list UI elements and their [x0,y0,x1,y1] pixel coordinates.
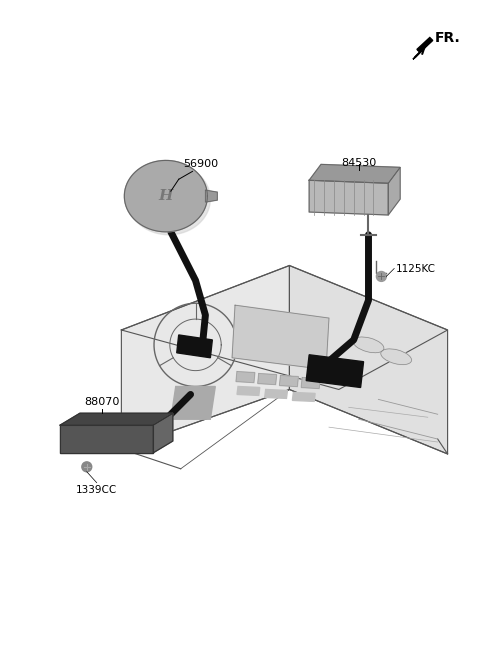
Polygon shape [306,355,363,388]
Circle shape [376,272,386,281]
Polygon shape [60,413,173,425]
Text: 88070: 88070 [84,398,120,407]
Text: 1125KC: 1125KC [396,264,436,274]
Polygon shape [232,305,329,369]
Circle shape [82,462,92,472]
Polygon shape [153,413,173,453]
Polygon shape [309,165,400,183]
Polygon shape [289,266,447,454]
Polygon shape [177,335,212,358]
Text: 84530: 84530 [341,158,376,169]
Polygon shape [121,266,447,390]
Ellipse shape [381,349,411,365]
Polygon shape [121,266,289,449]
Polygon shape [258,374,276,384]
Text: 56900: 56900 [183,159,218,169]
Polygon shape [205,190,217,202]
Polygon shape [236,372,255,382]
Text: H: H [159,189,173,203]
Text: 1339CC: 1339CC [76,485,117,495]
Polygon shape [301,378,320,388]
Polygon shape [292,392,315,401]
Polygon shape [171,386,216,419]
Polygon shape [237,386,260,396]
Ellipse shape [353,337,384,353]
Text: FR.: FR. [435,31,460,45]
Polygon shape [124,161,207,232]
Polygon shape [279,376,298,386]
Polygon shape [127,163,210,235]
Polygon shape [264,390,288,398]
Polygon shape [309,180,388,215]
Polygon shape [60,425,153,453]
Polygon shape [388,167,400,215]
Polygon shape [413,37,433,59]
